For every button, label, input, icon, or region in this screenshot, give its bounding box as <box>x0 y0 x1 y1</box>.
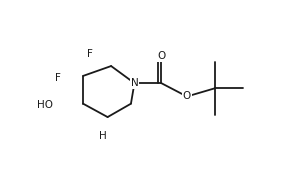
Text: HO: HO <box>38 100 54 110</box>
Text: F: F <box>55 73 61 83</box>
Text: N: N <box>131 78 138 88</box>
Text: F: F <box>87 49 92 59</box>
Text: O: O <box>183 91 191 102</box>
Text: H: H <box>99 131 106 141</box>
Text: O: O <box>157 51 165 61</box>
